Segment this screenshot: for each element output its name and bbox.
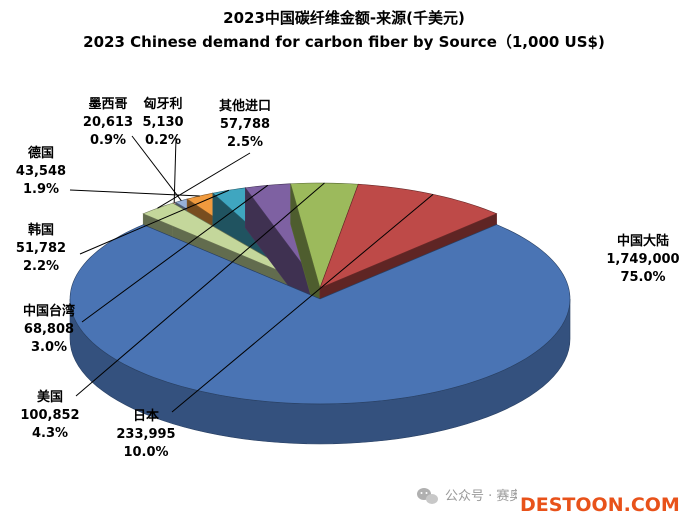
slice-value-label: 100,852 <box>20 408 79 423</box>
slice-percent-label: 2.2% <box>23 259 59 274</box>
brand-logo-text: DESTOON.COM <box>520 494 680 516</box>
data-label-7: 匈牙利 5,130 0.2% <box>142 96 183 148</box>
slice-value-label: 1,749,000 <box>606 252 679 267</box>
slice-value-label: 233,995 <box>116 427 175 442</box>
watermark: 公众号 · 赛奥碳纤维技术 DESTOON.COM <box>417 488 682 520</box>
slice-name-label: 德国 <box>28 145 54 161</box>
data-label-2: 美国 100,852 4.3% <box>20 389 79 441</box>
slice-name-label: 其他进口 <box>219 98 271 114</box>
slice-percent-label: 1.9% <box>23 182 59 197</box>
data-label-5: 德国 43,548 1.9% <box>16 145 66 197</box>
leader-line-7 <box>173 137 177 203</box>
data-label-0: 中国大陆 1,749,000 75.0% <box>606 233 679 285</box>
slice-name-label: 韩国 <box>28 222 54 238</box>
slice-value-label: 57,788 <box>220 117 270 132</box>
brand-plate <box>517 488 682 520</box>
slice-name-label: 美国 <box>37 389 63 405</box>
slices-layer <box>69 182 571 445</box>
slice-name-label: 中国大陆 <box>617 233 669 249</box>
slice-percent-label: 2.5% <box>227 135 263 150</box>
pie-slice-top <box>69 224 571 405</box>
chart-title: 2023中国碳纤维金额-来源(千美元) <box>223 9 465 27</box>
data-label-6: 墨西哥 20,613 0.9% <box>83 96 133 148</box>
leader-line-6 <box>131 135 182 201</box>
slice-percent-label: 0.2% <box>145 133 181 148</box>
leader-line-3 <box>81 184 269 323</box>
wechat-icon <box>417 488 438 504</box>
slice-name-label: 匈牙利 <box>143 96 182 112</box>
slice-name-label: 日本 <box>133 408 159 424</box>
chart-subtitle: 2023 Chinese demand for carbon fiber by … <box>83 33 605 51</box>
slice-value-label: 43,548 <box>16 164 66 179</box>
leader-line-2 <box>75 182 325 397</box>
slice-percent-label: 3.0% <box>31 340 67 355</box>
data-label-1: 日本 233,995 10.0% <box>116 408 175 460</box>
leader-lines <box>69 135 434 413</box>
leader-line-5 <box>69 189 200 197</box>
slice-value-label: 20,613 <box>83 115 133 130</box>
leader-line-1 <box>171 193 434 413</box>
slice-percent-label: 10.0% <box>123 445 168 460</box>
leader-line-8 <box>157 152 251 209</box>
slice-name-label: 墨西哥 <box>88 96 127 112</box>
slice-percent-label: 0.9% <box>90 133 126 148</box>
pie-slice-0 <box>69 224 571 445</box>
leader-line-4 <box>79 189 230 255</box>
slice-value-label: 51,782 <box>16 241 66 256</box>
slice-percent-label: 4.3% <box>32 426 68 441</box>
data-label-3: 中国台湾 68,808 3.0% <box>23 303 75 355</box>
slice-value-label: 68,808 <box>24 322 74 337</box>
data-label-4: 韩国 51,782 2.2% <box>16 222 66 274</box>
slice-value-label: 5,130 <box>142 115 183 130</box>
slice-percent-label: 75.0% <box>620 270 665 285</box>
data-label-8: 其他进口 57,788 2.5% <box>219 98 271 150</box>
slice-name-label: 中国台湾 <box>23 303 75 319</box>
